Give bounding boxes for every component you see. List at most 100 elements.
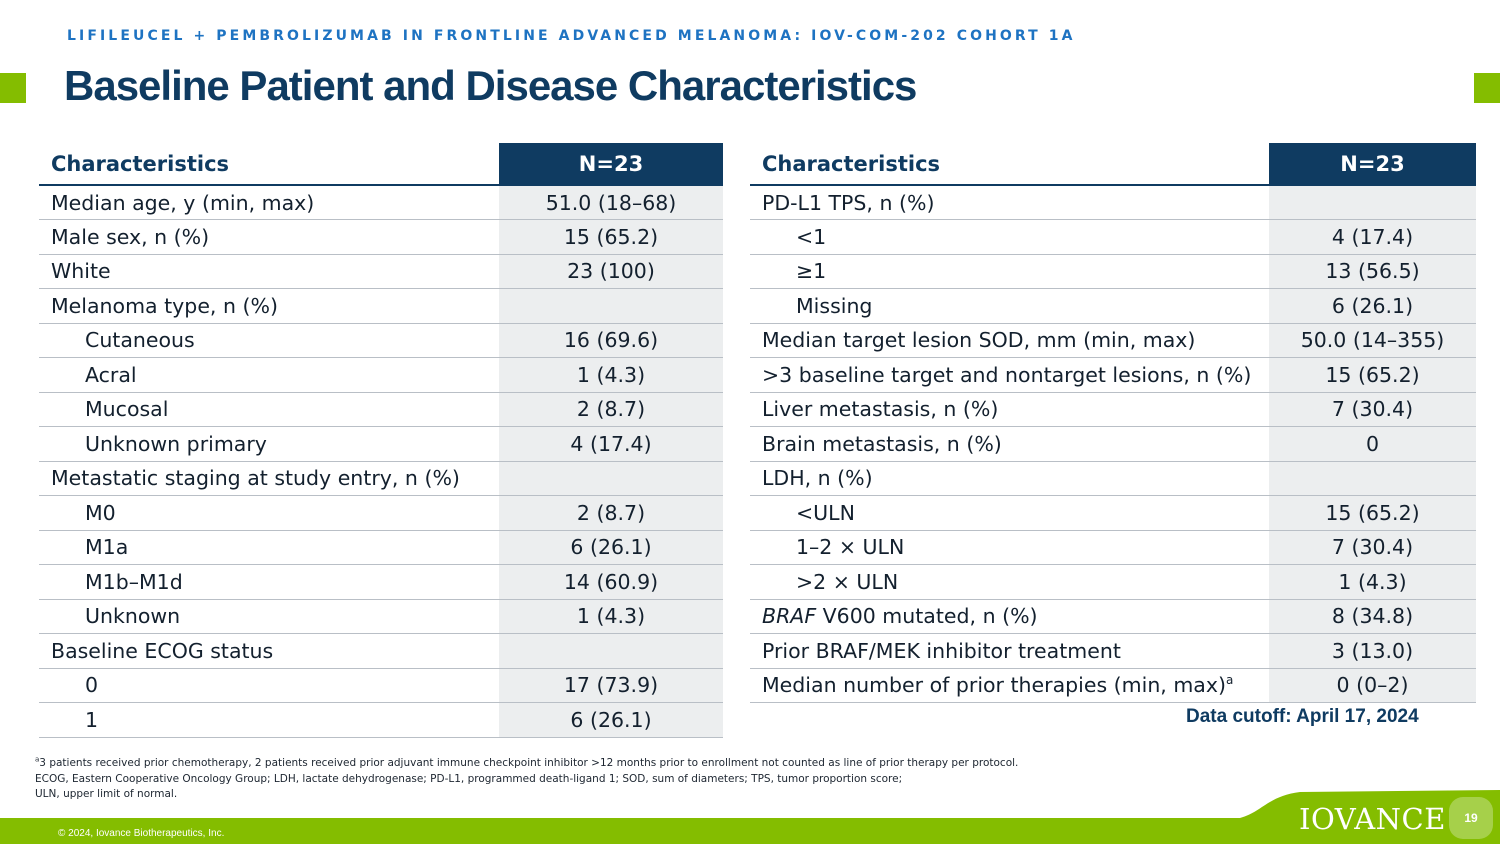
right-characteristics-table: Characteristics N=23 PD-L1 TPS, n (%) <1 4… [750,143,1476,703]
row-label: Median age, y (min, max) [39,185,499,220]
row-label: Melanoma type, n (%) [39,288,499,324]
table-row: M0 2 (8.7) [39,495,723,531]
row-label: M1a [39,530,499,565]
row-label: Mucosal [39,392,499,427]
row-value: 4 (17.4) [499,426,723,462]
footnote-line-3: ULN, upper limit of normal. [35,788,178,800]
row-label-text: 1 [85,707,99,732]
table-row: M1b–M1d 14 (60.9) [39,564,723,600]
row-label-text: Liver metastasis, n (%) [762,397,999,422]
column-header-characteristics: Characteristics [39,143,499,186]
row-value: 1 (4.3) [499,357,723,393]
row-label-text: Melanoma type, n (%) [51,293,278,318]
row-label-text: White [51,259,111,284]
row-label-text: >2 × ULN [796,569,899,594]
table-row: 0 17 (73.9) [39,668,723,703]
row-label: Median target lesion SOD, mm (min, max) [750,323,1269,358]
table-row: White 23 (100) [39,254,723,289]
row-value: 6 (26.1) [1269,288,1476,324]
row-label-text: Male sex, n (%) [51,224,210,249]
row-label: PD-L1 TPS, n (%) [750,185,1269,220]
row-label-text: Acral [85,362,137,387]
row-label-text: Cutaneous [85,328,195,353]
row-value [1269,185,1476,220]
row-label-text: LDH, n (%) [762,466,873,491]
table-row: Male sex, n (%) 15 (65.2) [39,219,723,255]
table-row: Liver metastasis, n (%) 7 (30.4) [750,392,1476,427]
table-row: BRAF V600 mutated, n (%) 8 (34.8) [750,599,1476,634]
table-header-row: Characteristics N=23 [750,143,1476,186]
table-row: PD-L1 TPS, n (%) [750,185,1476,220]
right-accent-bar [1474,73,1500,103]
row-label-text: Mucosal [85,397,169,422]
table-row: Missing 6 (26.1) [750,288,1476,324]
row-label: Male sex, n (%) [39,219,499,255]
table-row: ≥1 13 (56.5) [750,254,1476,289]
table-row: Median number of prior therapies (min, m… [750,668,1476,703]
row-label-text: >3 baseline target and nontarget lesions… [762,362,1252,387]
row-label: Cutaneous [39,323,499,358]
row-value: 2 (8.7) [499,495,723,531]
table-row: <ULN 15 (65.2) [750,495,1476,531]
row-label-text: Unknown primary [85,431,267,456]
row-label: Brain metastasis, n (%) [750,426,1269,462]
row-label-text: V600 mutated, n (%) [816,604,1038,629]
table-row: >2 × ULN 1 (4.3) [750,564,1476,600]
row-label: ≥1 [750,254,1269,289]
row-label: >2 × ULN [750,564,1269,600]
row-value [1269,461,1476,496]
row-label-text: 1–2 × ULN [796,535,905,560]
table-row: Brain metastasis, n (%) 0 [750,426,1476,462]
row-label-text: M1a [85,535,129,560]
row-value: 51.0 (18–68) [499,185,723,220]
row-value [499,288,723,324]
footnotes: a3 patients received prior chemotherapy,… [35,756,1018,803]
row-label-italic: BRAF [762,604,817,629]
row-label: >3 baseline target and nontarget lesions… [750,357,1269,393]
row-label: M1b–M1d [39,564,499,600]
row-label: 1–2 × ULN [750,530,1269,565]
row-label: Missing [750,288,1269,324]
row-value: 0 (0–2) [1269,668,1476,703]
row-value: 1 (4.3) [499,599,723,634]
row-value: 7 (30.4) [1269,530,1476,565]
row-value: 6 (26.1) [499,530,723,565]
row-label: Prior BRAF/MEK inhibitor treatment [750,633,1269,669]
row-label: M0 [39,495,499,531]
row-value [499,633,723,669]
row-label: Baseline ECOG status [39,633,499,669]
row-label: Unknown primary [39,426,499,462]
row-label: LDH, n (%) [750,461,1269,496]
footnote-line-2: ECOG, Eastern Cooperative Oncology Group… [35,772,903,785]
row-label: Acral [39,357,499,393]
row-label-text: Median target lesion SOD, mm (min, max) [762,328,1196,353]
row-label-text: Median age, y (min, max) [51,190,315,215]
table-row: Unknown primary 4 (17.4) [39,426,723,462]
row-label: Unknown [39,599,499,634]
row-value: 2 (8.7) [499,392,723,427]
table-row: 1–2 × ULN 7 (30.4) [750,530,1476,565]
left-accent-bar [0,73,26,103]
row-label: Metastatic staging at study entry, n (%) [39,461,499,496]
footnote-marker: a [1226,673,1234,688]
row-label-text: Baseline ECOG status [51,638,274,663]
table-row: Acral 1 (4.3) [39,357,723,393]
iovance-logo: IOVANCE [1299,802,1446,836]
table-row: <1 4 (17.4) [750,219,1476,255]
row-label-text: 0 [85,673,99,698]
table-row: Cutaneous 16 (69.6) [39,323,723,358]
footnote-text-1: 3 patients received prior chemotherapy, … [39,757,1019,769]
row-value: 8 (34.8) [1269,599,1476,634]
slide-kicker: LIFILEUCEL + PEMBROLIZUMAB IN FRONTLINE … [67,28,1076,44]
table-row: Baseline ECOG status [39,633,723,669]
column-header-characteristics: Characteristics [750,143,1269,186]
table-header-row: Characteristics N=23 [39,143,723,186]
table-row: Prior BRAF/MEK inhibitor treatment 3 (13.… [750,633,1476,669]
column-header-n: N=23 [499,143,723,186]
table-row: LDH, n (%) [750,461,1476,496]
row-value: 13 (56.5) [1269,254,1476,289]
row-value: 16 (69.6) [499,323,723,358]
row-label-text: Brain metastasis, n (%) [762,431,1002,456]
slide-title: Baseline Patient and Disease Characteris… [64,62,917,109]
table-row: M1a 6 (26.1) [39,530,723,565]
